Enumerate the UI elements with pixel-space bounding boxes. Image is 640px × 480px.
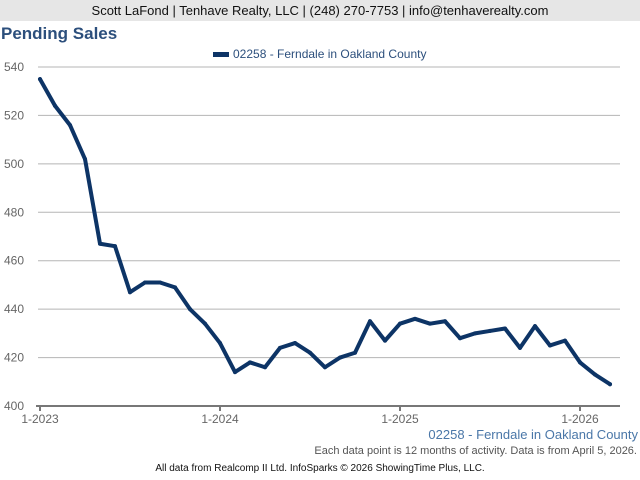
data-point bbox=[113, 244, 117, 249]
y-tick-label: 520 bbox=[4, 108, 24, 122]
footer-credit: All data from Realcomp II Ltd. InfoSpark… bbox=[155, 463, 485, 474]
data-point bbox=[323, 365, 327, 370]
data-point bbox=[83, 157, 87, 162]
data-point bbox=[353, 350, 357, 355]
legend-label: 02258 - Ferndale in Oakland County bbox=[233, 47, 426, 61]
data-point bbox=[473, 331, 477, 336]
y-tick-label: 480 bbox=[4, 205, 24, 219]
data-point bbox=[188, 307, 192, 312]
chart-title: Pending Sales bbox=[1, 24, 118, 43]
legend-swatch bbox=[213, 52, 229, 57]
data-point bbox=[158, 280, 162, 285]
data-point bbox=[443, 319, 447, 324]
data-point bbox=[533, 324, 537, 329]
series-line bbox=[38, 77, 612, 387]
data-point bbox=[503, 326, 507, 331]
data-point bbox=[308, 350, 312, 355]
data-point bbox=[578, 360, 582, 365]
y-tick-label: 440 bbox=[4, 302, 24, 316]
x-tick-label: 1-2025 bbox=[381, 412, 419, 426]
data-point bbox=[383, 338, 387, 343]
x-tick-label: 1-2026 bbox=[561, 412, 599, 426]
line-chart: 400 420 440 460 480 500 520 540 1-2023 1-2024 1-20… bbox=[4, 47, 620, 426]
y-tick-label: 420 bbox=[4, 351, 24, 365]
data-point bbox=[218, 341, 222, 346]
data-point bbox=[68, 123, 72, 128]
data-point bbox=[593, 372, 597, 377]
data-point bbox=[368, 319, 372, 324]
data-point bbox=[458, 336, 462, 341]
y-tick-label: 500 bbox=[4, 157, 24, 171]
data-point bbox=[53, 103, 57, 108]
data-point bbox=[608, 382, 612, 387]
data-point bbox=[338, 355, 342, 360]
data-point bbox=[488, 328, 492, 333]
data-point bbox=[38, 77, 42, 82]
data-point bbox=[98, 241, 102, 246]
data-point bbox=[413, 316, 417, 321]
data-point bbox=[263, 365, 267, 370]
data-point bbox=[548, 343, 552, 348]
data-point bbox=[203, 321, 207, 326]
data-point bbox=[428, 321, 432, 326]
y-tick-label: 400 bbox=[4, 399, 24, 413]
x-tick-label: 1-2023 bbox=[21, 412, 59, 426]
data-point bbox=[563, 338, 567, 343]
data-point bbox=[398, 321, 402, 326]
data-point bbox=[173, 285, 177, 290]
data-point bbox=[518, 345, 522, 350]
data-point bbox=[293, 341, 297, 346]
legend: 02258 - Ferndale in Oakland County bbox=[213, 47, 426, 61]
data-note: Each data point is 12 months of activity… bbox=[314, 445, 637, 457]
y-tick-label: 540 bbox=[4, 60, 24, 74]
agent-contact-header: Scott LaFond | Tenhave Realty, LLC | (24… bbox=[0, 0, 640, 21]
y-tick-label: 460 bbox=[4, 254, 24, 268]
data-point bbox=[143, 280, 147, 285]
data-point bbox=[128, 290, 132, 295]
x-tick-label: 1-2024 bbox=[201, 412, 239, 426]
data-point bbox=[278, 345, 282, 350]
data-point bbox=[248, 360, 252, 365]
data-point bbox=[233, 370, 237, 375]
source-label: 02258 - Ferndale in Oakland County bbox=[428, 427, 638, 442]
